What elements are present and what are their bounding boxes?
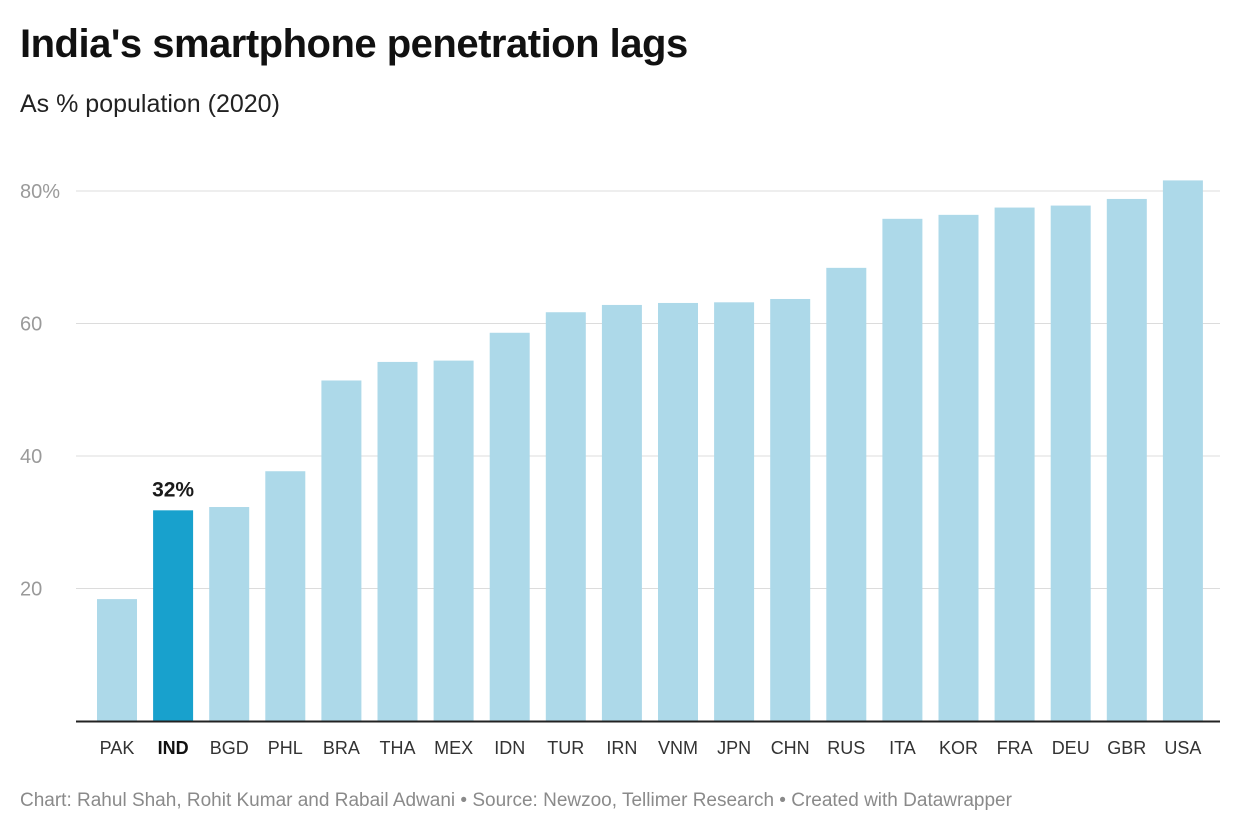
- bar-fra: [994, 207, 1035, 721]
- bar-irn: [601, 304, 642, 721]
- y-tick-label-80: 80%: [20, 181, 60, 203]
- bar-chart: 20 40 60 80% PAK IND BGD PHL BRA THA MEX IDN TUR IRN…: [20, 180, 1220, 758]
- value-label-ind: 32%: [152, 478, 194, 501]
- x-tick-label-ita: ITA: [889, 738, 916, 758]
- bar-rus: [826, 267, 867, 721]
- bar-idn: [489, 332, 530, 721]
- y-tick-label-40: 40: [20, 446, 42, 468]
- x-tick-label-jpn: JPN: [717, 738, 751, 758]
- bars: [97, 180, 1203, 721]
- x-tick-label-chn: CHN: [771, 738, 810, 758]
- x-tick-label-rus: RUS: [827, 738, 865, 758]
- bar-chn: [770, 298, 811, 721]
- chart-title: India's smartphone penetration lags: [20, 22, 688, 66]
- x-tick-label-fra: FRA: [997, 738, 1033, 758]
- x-tick-label-phl: PHL: [268, 738, 303, 758]
- x-tick-label-usa: USA: [1164, 738, 1201, 758]
- bar-usa: [1162, 180, 1203, 721]
- x-tick-label-gbr: GBR: [1107, 738, 1146, 758]
- y-tick-label-20: 20: [20, 579, 42, 601]
- chart-subtitle: As % population (2020): [20, 90, 280, 118]
- x-tick-label-ind: IND: [158, 738, 189, 758]
- bar-pak: [97, 599, 137, 721]
- x-tick-label-vnm: VNM: [658, 738, 698, 758]
- x-tick-label-bra: BRA: [323, 738, 360, 758]
- bar-jpn: [714, 302, 755, 721]
- x-tick-label-tha: THA: [380, 738, 416, 758]
- x-tick-label-pak: PAK: [100, 738, 135, 758]
- x-tick-label-kor: KOR: [939, 738, 978, 758]
- x-tick-label-idn: IDN: [494, 738, 525, 758]
- x-tick-label-bgd: BGD: [210, 738, 249, 758]
- bar-phl: [265, 471, 306, 721]
- bar-bgd: [209, 507, 250, 721]
- y-axis-tick-labels: 20 40 60 80%: [20, 181, 60, 601]
- annotations: 32%: [152, 478, 194, 501]
- bar-gbr: [1106, 198, 1147, 721]
- bar-ita: [882, 218, 923, 721]
- bar-vnm: [658, 302, 698, 721]
- bar-kor: [938, 214, 979, 721]
- x-tick-label-mex: MEX: [434, 738, 473, 758]
- bar-deu: [1050, 205, 1091, 721]
- bar-ind: [153, 510, 194, 721]
- bar-bra: [321, 380, 362, 721]
- chart-credit: Chart: Rahul Shah, Rohit Kumar and Rabai…: [20, 790, 1012, 811]
- x-tick-label-tur: TUR: [547, 738, 584, 758]
- bar-tur: [545, 312, 586, 721]
- x-tick-label-deu: DEU: [1052, 738, 1090, 758]
- x-tick-label-irn: IRN: [606, 738, 637, 758]
- bar-tha: [377, 361, 418, 721]
- x-axis-category-labels: PAK IND BGD PHL BRA THA MEX IDN TUR IRN VNM JPN CHN R…: [100, 738, 1202, 758]
- bar-mex: [433, 360, 474, 721]
- y-tick-label-60: 60: [20, 314, 42, 336]
